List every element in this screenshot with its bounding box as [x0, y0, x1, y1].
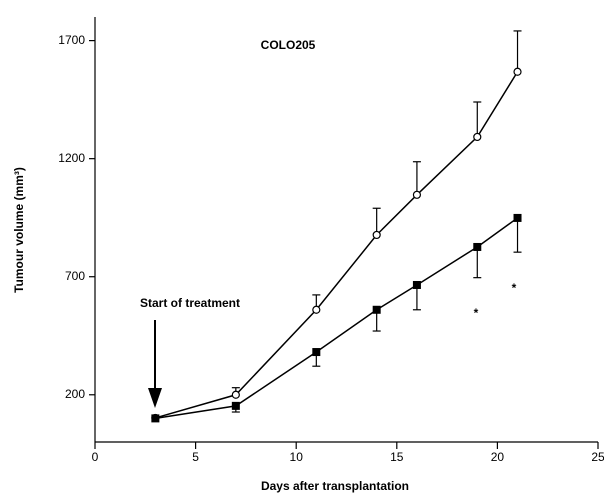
marker [473, 242, 482, 251]
marker [513, 213, 522, 222]
marker [372, 305, 381, 314]
y-tick-label: 1200 [58, 151, 85, 165]
y-axis-label: Tumour volume (mm³) [12, 167, 26, 293]
x-tick-label: 25 [591, 450, 604, 464]
y-tick-label: 1700 [58, 33, 85, 47]
marker [151, 414, 160, 423]
chart-title: COLO205 [261, 38, 316, 52]
marker [412, 280, 421, 289]
series-line [155, 71, 519, 419]
marker [372, 230, 381, 240]
y-tick-label: 200 [65, 387, 85, 401]
x-tick-label: 10 [290, 450, 304, 464]
marker [473, 132, 482, 142]
arrow-head [148, 388, 162, 408]
marker [231, 390, 240, 399]
marker [412, 190, 422, 199]
annotation: Start of treatment [140, 296, 240, 310]
y-tick-label: 700 [65, 269, 85, 283]
x-tick-label: 5 [192, 450, 199, 464]
annotation: * [474, 306, 479, 320]
marker [231, 401, 240, 410]
x-tick-label: 0 [92, 450, 99, 464]
series-line [155, 217, 518, 420]
marker [312, 348, 321, 357]
x-axis-label: Days after transplantation [261, 479, 409, 493]
annotation: * [512, 281, 517, 295]
x-tick-label: 15 [390, 450, 404, 464]
x-tick-label: 20 [491, 450, 505, 464]
marker [312, 305, 321, 314]
marker [513, 67, 522, 76]
